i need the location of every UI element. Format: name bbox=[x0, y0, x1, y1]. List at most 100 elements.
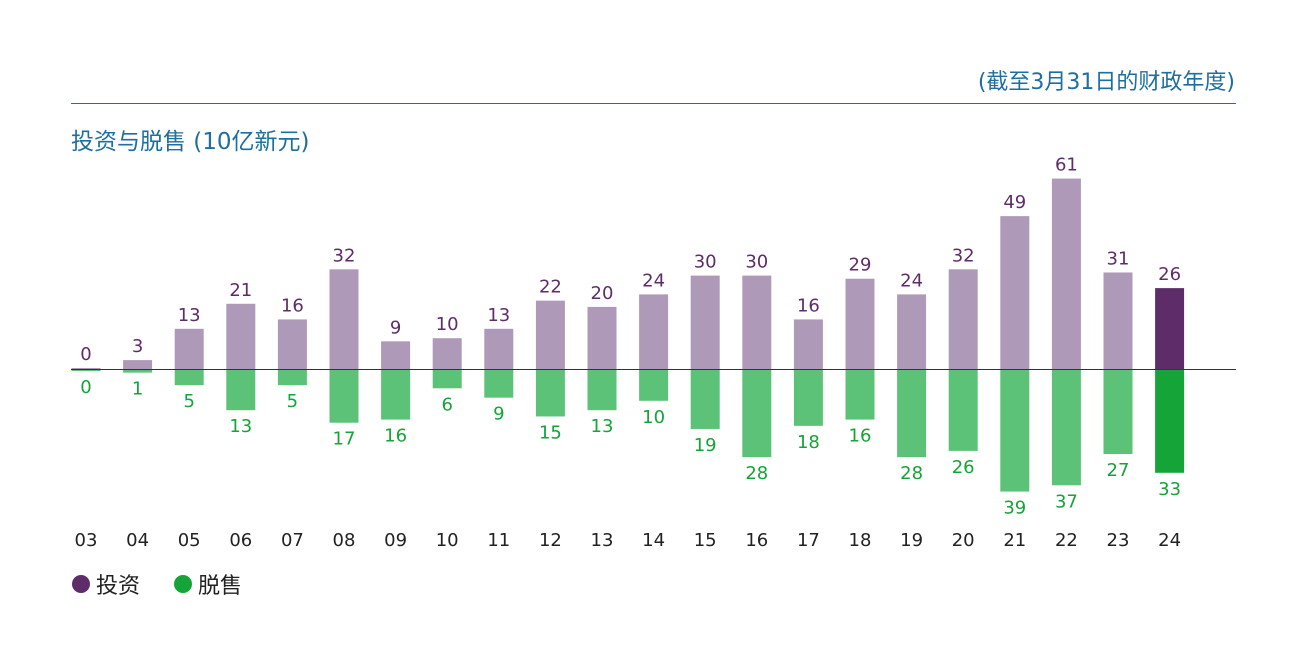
divest-value-label: 10 bbox=[642, 407, 665, 428]
divest-value-label: 0 bbox=[80, 377, 91, 398]
x-tick-label: 10 bbox=[436, 530, 459, 551]
divest-value-label: 1 bbox=[132, 379, 143, 400]
x-tick-label: 12 bbox=[539, 530, 562, 551]
divest-bar bbox=[742, 369, 772, 458]
divest-value-label: 26 bbox=[952, 457, 975, 478]
divest-bar bbox=[897, 369, 927, 458]
invest-value-label: 3 bbox=[132, 336, 143, 357]
invest-bar bbox=[71, 368, 101, 370]
divest-value-label: 18 bbox=[797, 432, 820, 453]
invest-value-label: 10 bbox=[436, 314, 459, 335]
divest-bar bbox=[639, 369, 669, 401]
x-tick-label: 09 bbox=[384, 530, 407, 551]
invest-bar bbox=[1051, 178, 1081, 370]
invest-bar bbox=[1103, 272, 1133, 370]
invest-value-label: 0 bbox=[80, 344, 91, 365]
x-tick-label: 21 bbox=[1003, 530, 1026, 551]
invest-value-label: 29 bbox=[849, 255, 872, 276]
legend-label-invest: 投资 bbox=[96, 574, 141, 599]
divest-value-label: 17 bbox=[333, 429, 356, 450]
invest-bar bbox=[174, 328, 204, 370]
legend-swatch-invest bbox=[72, 575, 90, 593]
divest-value-label: 33 bbox=[1158, 479, 1181, 500]
divest-value-label: 28 bbox=[745, 463, 768, 484]
divest-bar bbox=[1103, 369, 1133, 455]
x-tick-label: 15 bbox=[694, 530, 717, 551]
invest-bar bbox=[329, 269, 359, 370]
divest-bar bbox=[845, 369, 875, 420]
invest-value-label: 31 bbox=[1107, 248, 1130, 269]
x-tick-label: 14 bbox=[642, 530, 665, 551]
x-tick-label: 08 bbox=[333, 530, 356, 551]
divest-bar bbox=[381, 369, 411, 420]
invest-bar bbox=[1155, 288, 1185, 370]
x-tick-label: 03 bbox=[75, 530, 98, 551]
invest-bar bbox=[277, 319, 307, 370]
x-tick-label: 16 bbox=[745, 530, 768, 551]
invest-bar bbox=[432, 338, 462, 370]
invest-bar bbox=[381, 341, 411, 370]
divest-value-label: 16 bbox=[849, 426, 872, 447]
invest-value-label: 9 bbox=[390, 317, 401, 338]
divest-bar bbox=[329, 369, 359, 423]
invest-value-label: 20 bbox=[591, 283, 614, 304]
x-tick-label: 07 bbox=[281, 530, 304, 551]
invest-value-label: 32 bbox=[333, 245, 356, 266]
x-tick-label: 23 bbox=[1107, 530, 1130, 551]
invest-value-label: 49 bbox=[1003, 192, 1026, 213]
x-tick-label: 04 bbox=[126, 530, 149, 551]
x-tick-label: 19 bbox=[900, 530, 923, 551]
invest-bar bbox=[639, 294, 669, 370]
fiscal-year-note: (截至3月31日的财政年度) bbox=[977, 70, 1235, 95]
invest-value-label: 16 bbox=[797, 295, 820, 316]
invest-bar bbox=[845, 278, 875, 370]
divest-bar bbox=[71, 369, 101, 371]
invest-value-label: 30 bbox=[745, 252, 768, 273]
legend-swatch-divest bbox=[174, 575, 193, 593]
divest-value-label: 13 bbox=[591, 416, 614, 437]
divest-bar bbox=[793, 369, 823, 426]
invest-value-label: 13 bbox=[487, 305, 510, 326]
x-tick-label: 13 bbox=[591, 530, 614, 551]
divest-value-label: 37 bbox=[1055, 491, 1078, 512]
divest-value-label: 27 bbox=[1107, 460, 1130, 481]
header-divider bbox=[71, 103, 1236, 104]
invest-bar bbox=[690, 275, 720, 370]
divest-bar bbox=[1051, 369, 1081, 486]
x-tick-label: 06 bbox=[229, 530, 252, 551]
invest-bar bbox=[535, 300, 565, 370]
divest-value-label: 16 bbox=[384, 426, 407, 447]
legend-item-divest: 脱售 bbox=[174, 568, 242, 600]
x-tick-label: 24 bbox=[1158, 530, 1181, 551]
divest-value-label: 19 bbox=[694, 435, 717, 456]
divest-value-label: 13 bbox=[229, 416, 252, 437]
x-tick-label: 18 bbox=[849, 530, 872, 551]
invest-bar bbox=[948, 269, 978, 370]
x-tick-label: 22 bbox=[1055, 530, 1078, 551]
divest-value-label: 6 bbox=[441, 394, 452, 415]
invest-bar bbox=[123, 360, 153, 370]
chart-title: 投资与脱售 (10亿新元) bbox=[71, 129, 310, 155]
divest-bar bbox=[123, 369, 153, 373]
x-tick-label: 11 bbox=[487, 530, 510, 551]
invest-value-label: 16 bbox=[281, 295, 304, 316]
divest-bar bbox=[226, 369, 256, 411]
invest-bar bbox=[484, 328, 514, 370]
divest-bar bbox=[432, 369, 462, 389]
divest-bar bbox=[948, 369, 978, 451]
divest-value-label: 5 bbox=[287, 391, 298, 412]
divest-bar bbox=[1000, 369, 1030, 492]
chart-legend: 投资 脱售 bbox=[72, 568, 276, 600]
divest-bar bbox=[1155, 369, 1185, 473]
divest-bar bbox=[690, 369, 720, 429]
invest-bar bbox=[1000, 216, 1030, 370]
invest-value-label: 24 bbox=[642, 270, 665, 291]
invest-value-label: 24 bbox=[900, 270, 923, 291]
divest-bar bbox=[277, 369, 307, 386]
x-tick-label: 17 bbox=[797, 530, 820, 551]
invest-bar bbox=[793, 319, 823, 370]
divest-bar bbox=[587, 369, 617, 411]
divest-value-label: 5 bbox=[183, 391, 194, 412]
invest-bar bbox=[897, 294, 927, 370]
